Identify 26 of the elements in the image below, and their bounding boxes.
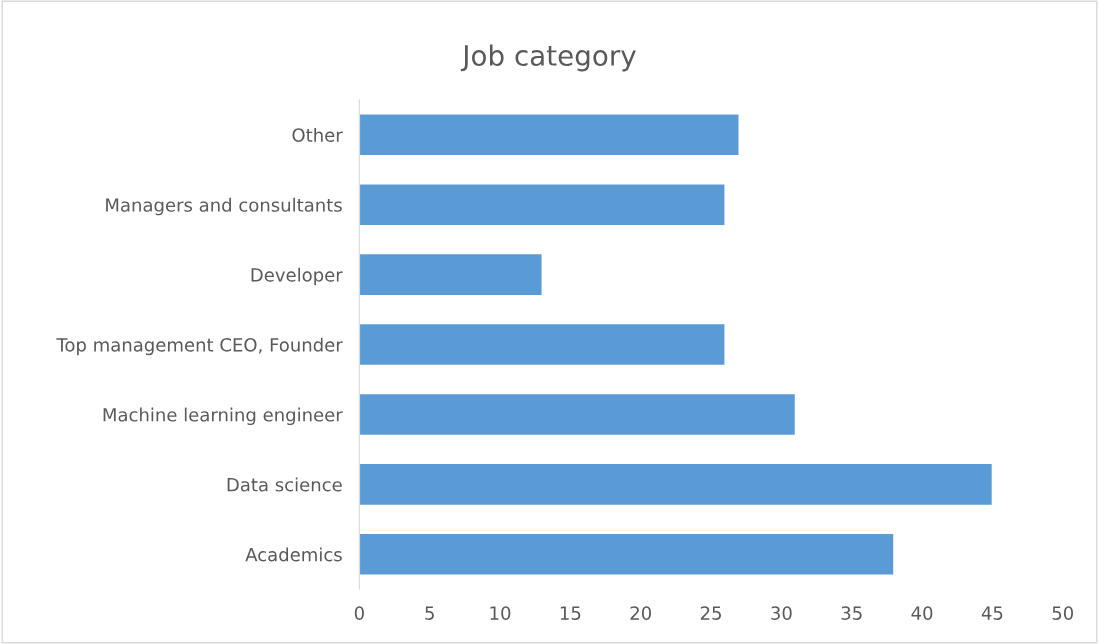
x-tick-label: 0 bbox=[354, 606, 364, 620]
y-tick-label: Developer bbox=[251, 267, 343, 286]
y-tick-label: Managers and consultants bbox=[106, 197, 342, 216]
x-tick-label: 40 bbox=[911, 606, 933, 620]
x-tick-label: 5 bbox=[425, 606, 434, 620]
x-tick-label: 15 bbox=[560, 606, 581, 620]
x-tick-label: 10 bbox=[490, 606, 511, 620]
x-tick-label: 25 bbox=[700, 606, 721, 620]
chart-title: Job category bbox=[460, 44, 636, 72]
bar bbox=[359, 392, 797, 437]
bar bbox=[359, 252, 543, 297]
bar bbox=[359, 462, 994, 507]
x-tick-label: 20 bbox=[630, 606, 652, 620]
x-tick-label: 50 bbox=[1052, 606, 1074, 620]
bar bbox=[359, 532, 895, 576]
y-tick-label: Top management CEO, Founder bbox=[56, 337, 343, 356]
x-tick-label: 35 bbox=[841, 606, 862, 620]
y-tick-label: Academics bbox=[245, 547, 342, 562]
y-tick-label: Machine learning engineer bbox=[103, 407, 343, 426]
bar bbox=[359, 113, 740, 157]
y-tick-label: Other bbox=[292, 127, 343, 142]
bar bbox=[359, 183, 726, 227]
y-tick-label: Data science bbox=[227, 477, 342, 492]
bar bbox=[359, 322, 726, 367]
x-tick-label: 45 bbox=[981, 606, 1003, 620]
x-tick-label: 30 bbox=[771, 606, 792, 620]
